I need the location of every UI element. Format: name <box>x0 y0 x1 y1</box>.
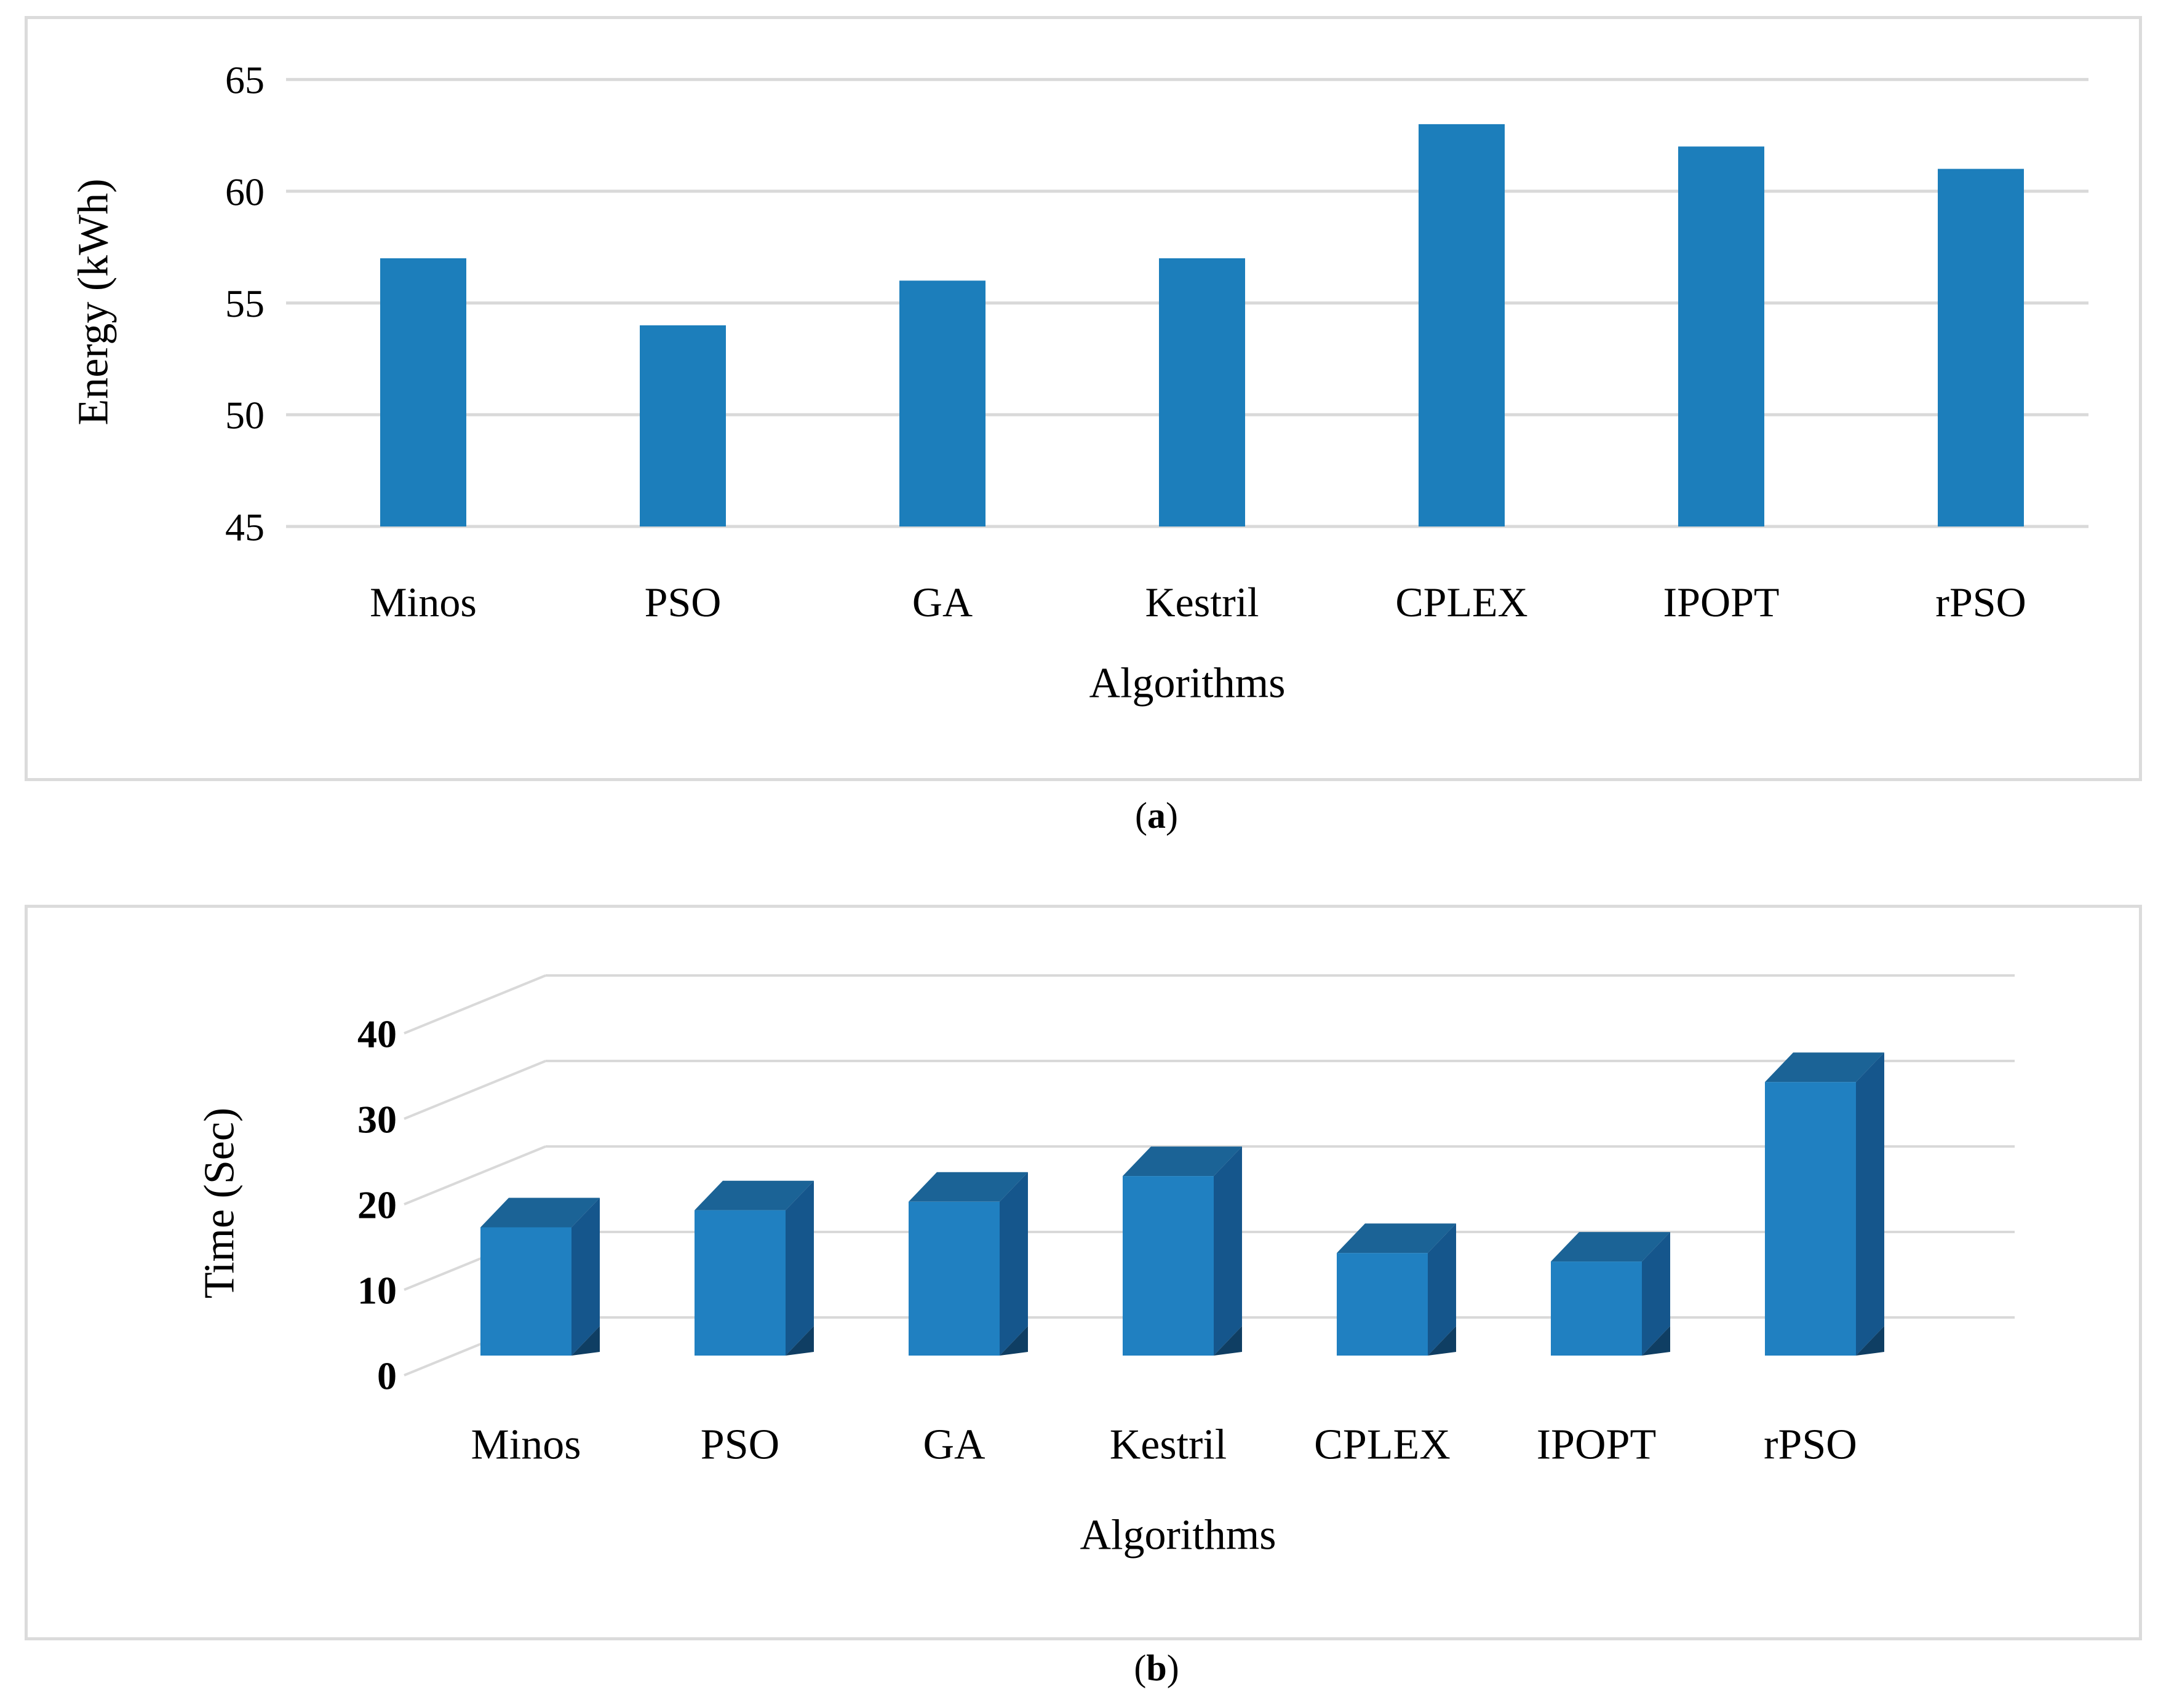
bar-cplex <box>1337 1253 1428 1356</box>
bar-cplex-top-face <box>1337 1223 1456 1253</box>
bar-rpso-top-face <box>1765 1052 1884 1082</box>
x-category-label-cplex: CPLEX <box>1395 579 1527 626</box>
bar-pso-side-face <box>786 1180 814 1356</box>
x-category-label-minos: Minos <box>471 1421 581 1469</box>
bar-ga-side-face <box>1000 1172 1028 1356</box>
time-chart-panel: 0 10 20 30 40 Minos PSO GA Kestril CPLEX IPOPT rPSO… <box>25 905 2142 1640</box>
x-axis-title: Algorithms <box>1080 1512 1276 1559</box>
bar-minos <box>380 258 466 526</box>
y-tick-label-0: 0 <box>377 1354 397 1397</box>
x-category-label-pso: PSO <box>701 1421 779 1469</box>
x-category-label-rpso: rPSO <box>1764 1421 1857 1469</box>
energy-bar-chart: 45 50 55 60 65 Minos PSO GA Kestril CPLEX IPOPT rPS… <box>70 58 2088 707</box>
y-tick-label-65: 65 <box>225 58 265 102</box>
x-axis-title: Algorithms <box>1089 660 1286 707</box>
caption-a: (a) <box>25 795 2166 837</box>
bar-rpso-shadow <box>1856 1326 1884 1356</box>
energy-chart-panel: 45 50 55 60 65 Minos PSO GA Kestril CPLEX IPOPT rPS… <box>25 16 2142 781</box>
y-axis-title: Time (Sec) <box>196 1108 244 1298</box>
bar-cplex-shadow <box>1428 1326 1456 1356</box>
y-tick-label-50: 50 <box>225 394 265 437</box>
y-axis-title: Energy (kWh) <box>70 178 117 425</box>
bar-minos-top-face <box>480 1198 600 1228</box>
x-category-label-kestril: Kestril <box>1145 579 1259 626</box>
caption-a-letter: a <box>1147 795 1166 836</box>
time-3d-bar-chart: 0 10 20 30 40 Minos PSO GA Kestril CPLEX IPOPT rPSO… <box>196 974 2015 1559</box>
bar-cplex <box>1419 124 1505 526</box>
bar-ga <box>909 1201 1000 1356</box>
bar-rpso-side-face <box>1856 1052 1884 1356</box>
x-category-label-ipopt: IPOPT <box>1537 1421 1656 1469</box>
caption-a-open: ( <box>1135 795 1147 836</box>
caption-b-open: ( <box>1134 1648 1147 1688</box>
x-category-label-pso: PSO <box>645 579 722 626</box>
bar-minos <box>480 1227 571 1356</box>
bar-ipopt-shadow <box>1642 1326 1670 1356</box>
y-tick-label-45: 45 <box>225 505 265 549</box>
x-category-label-ga: GA <box>923 1421 985 1469</box>
y-tick-label-30: 30 <box>357 1097 397 1141</box>
caption-b: (b) <box>25 1647 2166 1690</box>
bar-ipopt <box>1551 1261 1642 1356</box>
bar-pso <box>640 325 726 526</box>
bar-kestril-side-face <box>1214 1146 1242 1356</box>
y-tick-label-40: 40 <box>357 1012 397 1055</box>
x-category-label-minos: Minos <box>370 579 477 626</box>
caption-b-close: ) <box>1166 1648 1179 1688</box>
x-category-label-rpso: rPSO <box>1935 579 2026 626</box>
y-tick-label-55: 55 <box>225 282 265 325</box>
bar-minos-shadow <box>571 1326 600 1356</box>
bar-kestril-top-face <box>1123 1146 1242 1177</box>
bar-pso <box>695 1210 786 1356</box>
bar-kestril-shadow <box>1214 1326 1242 1356</box>
x-category-label-cplex: CPLEX <box>1314 1421 1451 1469</box>
depth-gridline-30 <box>404 1060 546 1120</box>
bar-kestril <box>1159 258 1245 526</box>
bar-ga-top-face <box>909 1172 1028 1202</box>
bar-cplex-side-face <box>1428 1223 1456 1356</box>
y-tick-label-20: 20 <box>357 1183 397 1226</box>
bar-pso-top-face <box>695 1180 814 1210</box>
bar-ga-shadow <box>1000 1326 1028 1356</box>
bar-ga <box>899 280 985 526</box>
bar-rpso <box>1765 1082 1856 1356</box>
x-category-label-ipopt: IPOPT <box>1663 579 1780 626</box>
bar-ipopt <box>1678 146 1764 527</box>
caption-b-letter: b <box>1146 1648 1167 1688</box>
bar-minos-side-face <box>571 1198 600 1356</box>
bar-ipopt-top-face <box>1551 1232 1670 1262</box>
bar-pso-shadow <box>786 1326 814 1356</box>
bar-ipopt-side-face <box>1642 1232 1670 1356</box>
depth-gridline-20 <box>404 1145 546 1206</box>
x-category-label-ga: GA <box>912 579 973 626</box>
bar-kestril <box>1123 1176 1214 1356</box>
caption-a-close: ) <box>1166 795 1178 836</box>
y-tick-label-60: 60 <box>225 170 265 213</box>
y-tick-label-10: 10 <box>357 1268 397 1312</box>
x-category-label-kestril: Kestril <box>1110 1421 1227 1469</box>
bar-rpso <box>1938 169 2024 526</box>
depth-gridline-40 <box>404 974 546 1035</box>
